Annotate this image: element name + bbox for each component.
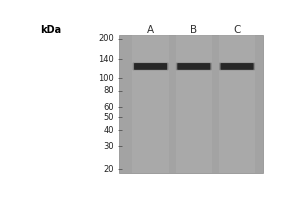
Text: 80: 80 <box>103 86 114 95</box>
Bar <box>219 35 255 173</box>
Bar <box>119 35 263 173</box>
FancyBboxPatch shape <box>134 63 167 70</box>
Text: 30: 30 <box>103 142 114 151</box>
Text: 200: 200 <box>98 34 114 43</box>
FancyBboxPatch shape <box>177 63 210 70</box>
Bar <box>176 35 212 173</box>
Text: 50: 50 <box>104 113 114 122</box>
FancyBboxPatch shape <box>220 63 254 70</box>
Text: 20: 20 <box>104 165 114 174</box>
Text: kDa: kDa <box>40 25 61 35</box>
Text: A: A <box>147 25 154 35</box>
FancyBboxPatch shape <box>133 63 169 70</box>
Text: 140: 140 <box>98 55 114 64</box>
Bar <box>132 35 169 173</box>
Text: B: B <box>190 25 197 35</box>
Text: 100: 100 <box>98 74 114 83</box>
Text: 60: 60 <box>103 103 114 112</box>
FancyBboxPatch shape <box>176 63 212 70</box>
FancyBboxPatch shape <box>219 63 255 70</box>
Text: 40: 40 <box>104 126 114 135</box>
Text: C: C <box>233 25 241 35</box>
